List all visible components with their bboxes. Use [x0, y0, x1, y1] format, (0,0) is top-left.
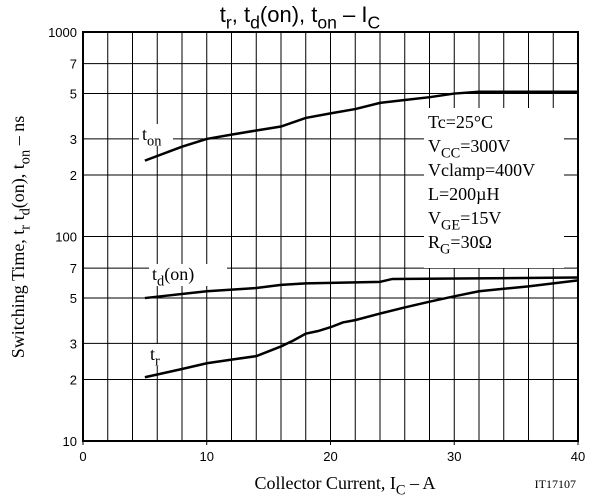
y-tick-label: 5: [70, 87, 77, 102]
label-bg: [147, 344, 181, 366]
annotation: RG=30Ω: [428, 232, 492, 257]
x-tick-label: 0: [79, 449, 86, 464]
text-part: V: [428, 136, 441, 156]
text-part: =300V: [460, 136, 510, 156]
x-tick-label: 40: [571, 449, 585, 464]
text-part: V: [428, 208, 441, 228]
text-part: t: [142, 124, 147, 144]
annotation: L=200µH: [428, 184, 500, 204]
y-tick-label: 2: [70, 372, 77, 387]
text-part: t: [8, 215, 28, 225]
text-part: on: [17, 150, 33, 164]
annotation: Tc=25°C: [428, 112, 493, 132]
y-tick-label: 7: [70, 261, 77, 276]
chart-title: tr, td(on), ton – IC: [220, 2, 381, 33]
text-part: , t: [232, 2, 250, 27]
text-part: r: [226, 13, 232, 33]
text-part: t: [150, 344, 155, 364]
x-tick-label: 10: [200, 449, 214, 464]
text-part: G: [440, 241, 450, 257]
annotation: VCC=300V: [428, 136, 510, 161]
text-part: =30Ω: [450, 232, 492, 252]
y-tick-label: 1000: [48, 25, 77, 40]
series-label: td(on): [152, 264, 194, 289]
text-part: – A: [406, 473, 436, 493]
text-part: Tc=25°C: [428, 112, 493, 132]
text-part: on: [147, 133, 161, 149]
x-tick-label: 20: [323, 449, 337, 464]
figure-code: IT17107: [535, 477, 576, 491]
text-part: on: [317, 13, 337, 33]
text-part: r: [17, 225, 33, 230]
annotation: Vclamp=400V: [428, 160, 535, 180]
line: [144, 276, 579, 300]
text-part: d: [157, 273, 165, 289]
text-part: – I: [337, 2, 368, 27]
text-part: R: [428, 232, 440, 252]
text-part: Switching Time, t: [8, 230, 28, 359]
text-part: GE: [441, 217, 460, 233]
text-part: r: [155, 353, 160, 369]
text-part: =15V: [460, 208, 501, 228]
text-part: Vclamp=400V: [428, 160, 535, 180]
series-label: tr: [150, 344, 160, 369]
y-tick-label: 5: [70, 291, 77, 306]
line: [144, 279, 579, 379]
text-part: L=200µH: [428, 184, 500, 204]
line: [144, 90, 578, 162]
text-part: C: [396, 482, 406, 497]
plot-frame: [82, 31, 579, 442]
y-tick-label: 3: [70, 336, 77, 351]
y-tick-label: 100: [55, 230, 77, 245]
x-axis-label: Collector Current, IC – A: [254, 473, 435, 497]
text-part: – ns: [8, 116, 28, 150]
annotation: VGE=15V: [428, 208, 501, 233]
y-tick-label: 10: [63, 434, 77, 449]
label-bg: [139, 124, 173, 146]
text-part: d: [17, 207, 33, 215]
y-tick-label: 7: [70, 57, 77, 72]
y-axis-label: Switching Time, tr td(on), ton – ns: [8, 116, 33, 358]
text-part: t: [220, 2, 226, 27]
text-part: d: [250, 13, 260, 33]
label-bg: [149, 264, 227, 286]
x-tick-label: 30: [447, 449, 461, 464]
y-tick-label: 2: [70, 168, 77, 183]
text-part: Collector Current, I: [254, 473, 395, 493]
series-label: ton: [142, 124, 161, 149]
annotation-bg: [424, 108, 564, 268]
text-part: t: [152, 264, 157, 284]
text-part: C: [368, 13, 381, 33]
text-part: CC: [441, 145, 460, 161]
y-tick-label: 3: [70, 132, 77, 147]
text-part: (on): [164, 264, 194, 285]
text-part: (on), t: [8, 164, 29, 208]
text-part: (on), t: [260, 2, 317, 27]
